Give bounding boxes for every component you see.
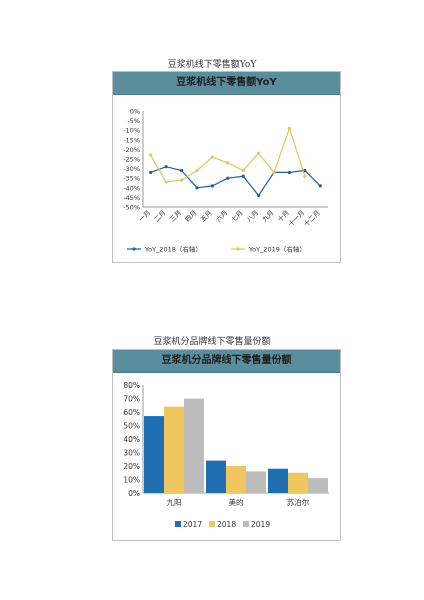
chart2-figure: 豆浆机分品牌线下零售量份额 80% 70% 60% 50% 40% 30% 20% 10% 0%… xyxy=(112,349,341,541)
chart1-x-tick-label: 七月 xyxy=(229,208,245,224)
chart1-point-1 xyxy=(149,170,153,175)
chart1-point-2 xyxy=(287,126,292,130)
chart1-title: 豆浆机线下零售额YoY xyxy=(113,72,340,95)
chart1-x-tick-label: 三月 xyxy=(168,209,183,224)
chart1-x-tick-label: 四月 xyxy=(184,209,199,224)
chart1-point-1 xyxy=(257,193,261,198)
chart2-x-tick-label: 九阳 xyxy=(167,498,182,507)
chart1-point-2 xyxy=(241,168,245,173)
chart1-y-tick-label: -45% xyxy=(123,194,140,202)
chart1-point-1 xyxy=(210,184,214,188)
chart1-point-1 xyxy=(303,168,307,173)
chart2-y-tick-label: 40% xyxy=(123,435,140,444)
chart2-bar-2019 xyxy=(246,471,266,493)
chart1-y-tick-label: -5% xyxy=(127,117,140,125)
chart2-caption: 豆浆机分品牌线下零售量份额 xyxy=(153,337,271,347)
chart2-bar-2018 xyxy=(226,466,246,493)
chart2-bar-2018 xyxy=(164,406,184,493)
chart1-x-tick-label: 九月 xyxy=(260,208,276,224)
chart2-legend-swatch-3 xyxy=(243,521,249,527)
chart1-point-1 xyxy=(195,186,199,190)
chart2-legend-swatch-2 xyxy=(209,521,215,527)
chart1-y-tick-label: -20% xyxy=(123,146,140,154)
chart2-y-tick-label: 0% xyxy=(128,489,140,498)
chart1-point-2 xyxy=(164,180,168,184)
chart1-point-2 xyxy=(272,170,276,175)
chart1-figure: 豆浆机线下零售额YoY 0% -5% -10% -15% -20% -25% -30% -35… xyxy=(112,71,341,263)
chart1-legend-label-1: YoY_2018（右轴） xyxy=(144,245,202,254)
chart1-point-2 xyxy=(210,155,214,159)
chart1-point-2 xyxy=(195,168,199,173)
chart1-y-tick-label: -35% xyxy=(123,175,140,183)
chart1-point-2 xyxy=(257,151,261,155)
chart1-legend-marker-1 xyxy=(132,247,136,251)
chart1-y-tick-label: -15% xyxy=(123,136,140,144)
chart1-series-line-1 xyxy=(150,166,321,197)
chart2-legend-label-3: 2019 xyxy=(251,520,270,529)
chart1-y-tick-label: -30% xyxy=(123,165,140,173)
chart1-y-tick-label: 0% xyxy=(130,108,140,116)
chart1-point-2 xyxy=(179,178,184,182)
chart1-y-tick-label: -50% xyxy=(123,204,140,212)
chart2-y-tick-label: 10% xyxy=(123,476,140,485)
chart2-legend-label-2: 2018 xyxy=(217,520,236,529)
chart1-point-1 xyxy=(164,165,168,169)
chart2-bar-2019 xyxy=(184,398,204,493)
chart1-point-1 xyxy=(241,174,245,178)
chart1-point-1 xyxy=(226,176,230,180)
chart2-y-tick-label: 30% xyxy=(123,449,140,458)
chart2-svg: 80% 70% 60% 50% 40% 30% 20% 10% 0% 九阳 美的 苏泊尔 2017 201… xyxy=(123,381,329,529)
chart1-series-line-2 xyxy=(150,126,306,183)
chart1-y-tick-label: -10% xyxy=(123,127,140,135)
chart2-legend-label-1: 2017 xyxy=(183,520,202,529)
chart1-x-tick-label: 五月 xyxy=(199,209,214,224)
chart2-bar-2019 xyxy=(308,478,328,493)
chart1-point-2 xyxy=(149,153,153,157)
chart2-x-tick-label: 美的 xyxy=(229,497,244,507)
chart1-y-tick-label: -25% xyxy=(123,156,140,164)
chart1-point-2 xyxy=(226,161,230,165)
chart2-y-tick-label: 60% xyxy=(123,408,140,417)
chart1-x-tick-label: 十一月 xyxy=(286,208,306,228)
chart1-legend-marker-2 xyxy=(236,247,240,251)
chart1-x-tick-label: 六月 xyxy=(214,208,230,224)
chart1-x-tick-label: 十二月 xyxy=(302,208,322,228)
chart2-y-tick-label: 70% xyxy=(123,395,140,404)
chart2-y-tick-label: 20% xyxy=(123,462,140,471)
chart1-svg: 0%-5% -10%-15% -20% -25%-30% -35%-40% -45% -50… xyxy=(123,108,328,254)
chart1-legend-label-2: YoY_2019（右轴） xyxy=(248,245,306,254)
chart1-x-tick-label: 八月 xyxy=(245,209,260,224)
chart2-bar-2017 xyxy=(206,460,226,493)
chart2-bar-2017 xyxy=(268,468,288,493)
chart1-x-tick-label: 二月 xyxy=(153,209,168,224)
chart2-x-tick-label: 苏泊尔 xyxy=(287,497,310,507)
chart1-caption: 豆浆机线下零售额YoY xyxy=(167,60,257,70)
chart2-y-tick-label: 50% xyxy=(123,422,140,431)
chart1-y-tick-label: -40% xyxy=(123,184,140,192)
chart2-bar-2018 xyxy=(288,472,308,493)
chart1-point-1 xyxy=(179,168,184,173)
chart1-point-1 xyxy=(287,170,292,175)
chart1-point-2 xyxy=(303,174,307,178)
chart2-title: 豆浆机分品牌线下零售量份额 xyxy=(113,350,340,373)
chart2-bar-2017 xyxy=(144,416,164,493)
chart2-legend-swatch-1 xyxy=(175,521,181,527)
chart1-point-1 xyxy=(318,184,322,188)
chart2-y-tick-label: 80% xyxy=(123,381,140,390)
